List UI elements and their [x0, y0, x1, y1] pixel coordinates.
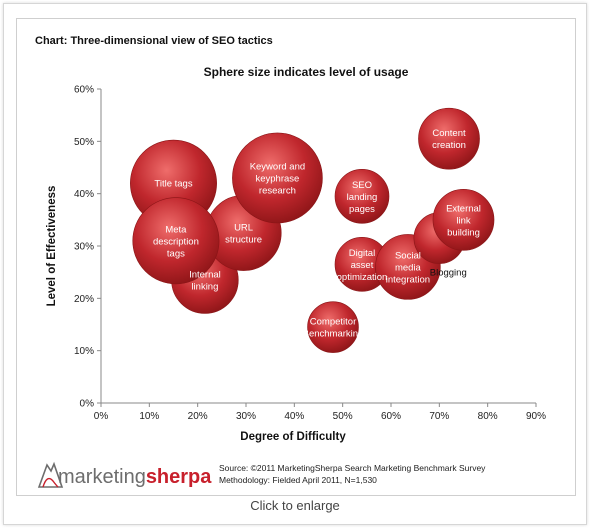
- click-to-enlarge-link[interactable]: Click to enlarge: [250, 498, 340, 513]
- chart-heading: Chart: Three-dimensional view of SEO tac…: [35, 35, 273, 47]
- bubble-label-external-link-building: External link building: [446, 203, 481, 238]
- x-tick-label: 10%: [139, 411, 159, 422]
- x-tick-label: 30%: [236, 411, 256, 422]
- source-line: Source: ©2011 MarketingSherpa Search Mar…: [219, 463, 486, 473]
- bubble-label-seo-landing-pages: SEO landing pages: [347, 180, 378, 215]
- bubble-competitor-benchmarking: [307, 301, 359, 353]
- logo-text-sherpa: sherpa: [146, 466, 212, 488]
- y-tick-label: 40%: [74, 189, 94, 200]
- bubble-chart: Chart: Three-dimensional view of SEO tac…: [35, 35, 546, 488]
- marketingsherpa-logo: marketingsherpa: [37, 461, 212, 488]
- axes: 0% 10% 20% 30% 40% 50% 60% 0% 10% 20% 30% 40% 50% 60%…: [74, 85, 546, 423]
- svg-text:marketingsherpa: marketingsherpa: [58, 466, 212, 488]
- y-tick-label: 30%: [74, 242, 94, 253]
- bubble-label-keyword-and-keyphrase-research: Keyword and keyphrase research: [250, 161, 305, 196]
- x-tick-label: 50%: [333, 411, 353, 422]
- logo-mountain-icon: [37, 461, 64, 488]
- x-tick-label: 0%: [94, 411, 109, 422]
- bubble-label-meta-description-tags: Meta description tags: [153, 224, 199, 259]
- bubble-label-title-tags: Title tags: [154, 179, 192, 190]
- bubble-seo-landing-pages: [334, 168, 390, 224]
- y-tick-label: 20%: [74, 294, 94, 305]
- chart-panel[interactable]: Chart: Three-dimensional view of SEO tac…: [16, 18, 576, 496]
- logo-text-marketing: marketing: [58, 466, 146, 488]
- bubble-label-url-structure: URL structure: [225, 222, 262, 245]
- x-tick-label: 70%: [429, 411, 449, 422]
- methodology-line: Methodology: Fielded April 2011, N=1,530: [219, 475, 377, 485]
- bubble-label-social-media-integration: Social media integration: [386, 250, 430, 285]
- y-tick-label: 0%: [80, 399, 95, 410]
- bubble-label-content-creation: Content creation: [432, 128, 466, 151]
- x-tick-label: 40%: [284, 411, 304, 422]
- y-tick-label: 10%: [74, 346, 94, 357]
- y-tick-label: 60%: [74, 85, 94, 96]
- bubble-content-creation: [418, 107, 480, 170]
- x-tick-label: 20%: [188, 411, 208, 422]
- x-tick-label: 90%: [526, 411, 546, 422]
- bubble-label-digital-asset-optimization: Digital asset optimization: [337, 248, 388, 283]
- bubble-keyword-and-keyphrase-research: [232, 132, 323, 224]
- bubble-label-internal-linking: Internal linking: [189, 270, 221, 293]
- bubble-external-link-building: [432, 189, 495, 251]
- bubble-meta-description-tags: [132, 197, 220, 285]
- chart-title: Sphere size indicates level of usage: [204, 65, 409, 79]
- y-axis-label: Level of Effectiveness: [46, 186, 58, 307]
- x-tick-label: 80%: [478, 411, 498, 422]
- enlarge-caption: Click to enlarge: [4, 498, 586, 513]
- image-frame: Chart: Three-dimensional view of SEO tac…: [3, 3, 587, 525]
- x-tick-label: 60%: [381, 411, 401, 422]
- bubble-series: Internal linking URL structure Keyword and ke…: [130, 107, 495, 353]
- y-tick-label: 50%: [74, 137, 94, 148]
- bubble-label-competitor-benchmarking: Competitor Benchmarking: [303, 317, 364, 340]
- x-axis-label: Degree of Difficulty: [240, 431, 346, 443]
- bubble-label-blogging: Blogging: [430, 268, 467, 279]
